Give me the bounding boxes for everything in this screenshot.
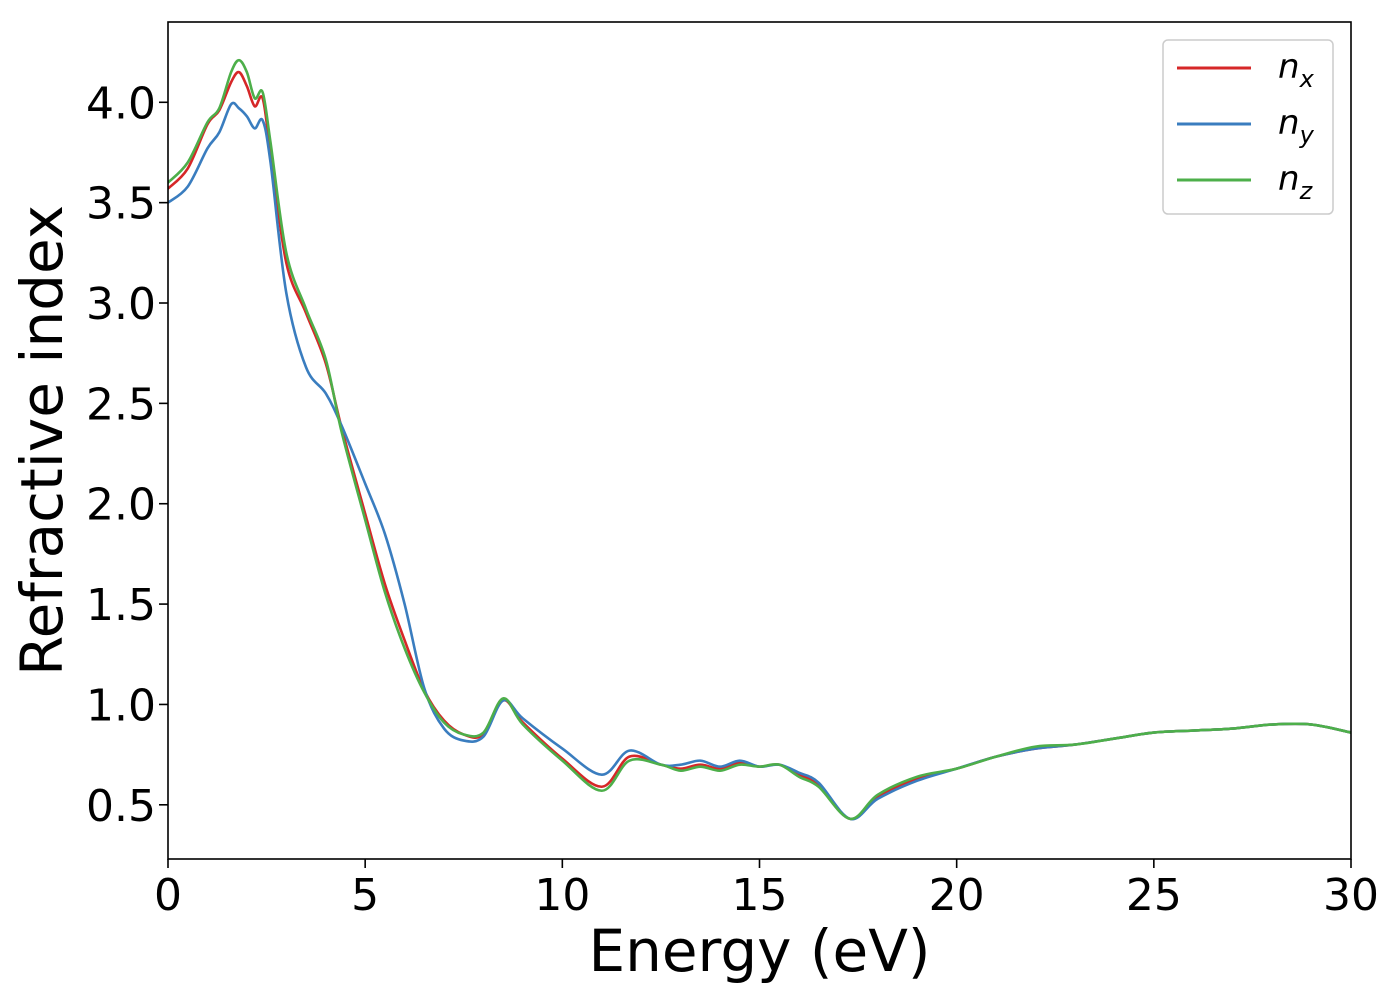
x-axis-label: Energy (eV) [588,917,930,985]
series-line-ny [168,101,1351,821]
x-axis-ticks: 0 5 10 15 20 25 30 [154,859,1379,921]
x-tick-label: 0 [154,870,182,921]
legend-box [1162,39,1334,215]
y-tick-label: 3.0 [86,279,156,330]
y-tick-label: 2.0 [86,480,156,531]
legend-label-ny: ny [1278,103,1315,149]
x-tick-label: 25 [1126,870,1182,921]
y-tick-label: 3.5 [86,179,156,230]
plot-series-group [168,58,1351,821]
y-tick-label: 2.5 [86,379,156,430]
legend: nx ny nz [1162,39,1334,215]
y-tick-label: 0.5 [86,781,156,832]
y-tick-label: 1.0 [86,680,156,731]
x-tick-label: 10 [534,870,590,921]
legend-label-nx: nx [1278,47,1315,93]
y-axis-label: Refractive index [8,205,76,676]
legend-label-nz: nz [1278,159,1314,205]
x-tick-label: 30 [1323,870,1379,921]
x-tick-label: 15 [732,870,788,921]
y-tick-label: 1.5 [86,580,156,631]
x-tick-label: 5 [351,870,379,921]
y-tick-label: 4.0 [86,78,156,129]
y-axis-ticks: 0.5 1.0 1.5 2.0 2.5 3.0 3.5 4.0 [86,78,168,832]
x-tick-label: 20 [929,870,985,921]
series-line-nz [168,58,1351,821]
